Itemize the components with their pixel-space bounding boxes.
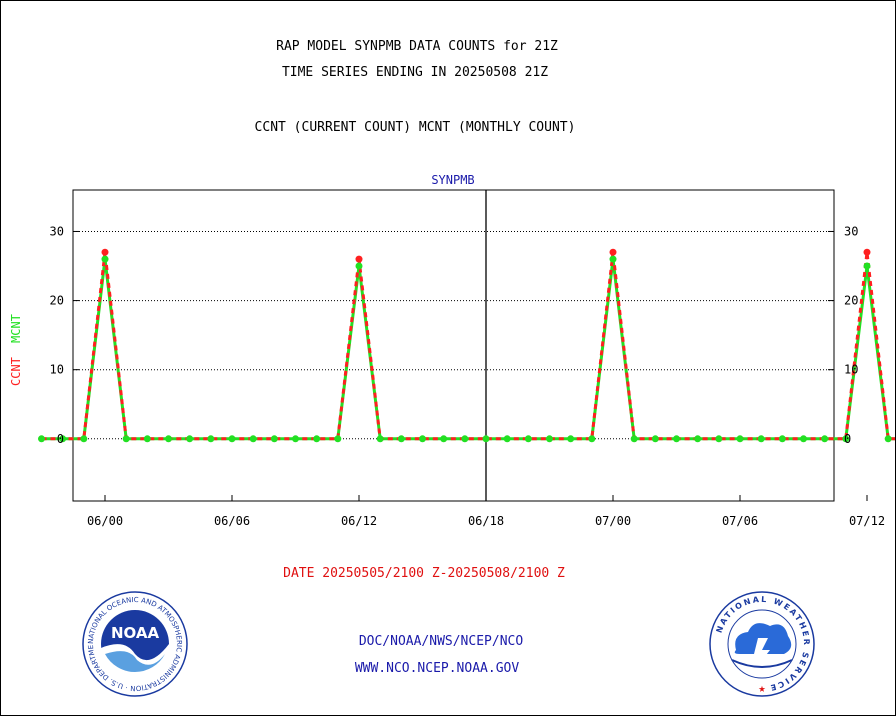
mcnt-point-06-22 — [567, 435, 575, 443]
plot-frame-layer — [72, 189, 868, 502]
y-tick-label-left-30: 30 — [50, 224, 64, 238]
mcnt-point-07-11 — [842, 435, 850, 443]
y-tick-label-left-10: 10 — [50, 363, 64, 377]
mcnt-point-07-05 — [715, 435, 723, 443]
mcnt-point-06-02 — [143, 435, 151, 443]
y-tick-label-left-0: 0 — [57, 432, 64, 446]
plot-title: SYNPMB — [431, 173, 474, 187]
mcnt-point-06-11 — [334, 435, 342, 443]
noaa-logo: NATIONAL OCEANIC AND ATMOSPHERIC ADMINIS… — [82, 591, 188, 697]
nws-logo: NATIONAL WEATHER SERVICE ★ — [709, 591, 815, 697]
mcnt-point-06-17 — [461, 435, 469, 443]
y-tick-label-right-0: 0 — [844, 432, 851, 446]
mcnt-point-06-14 — [397, 435, 405, 443]
mcnt-point-06-10 — [313, 435, 321, 443]
ccnt-point-07-12 — [863, 248, 871, 256]
mcnt-point-07-02 — [651, 435, 659, 443]
url-label: WWW.NCO.NCEP.NOAA.GOV — [354, 661, 520, 676]
ccnt-point-06-12 — [355, 255, 363, 263]
mcnt-point-07-08 — [778, 435, 786, 443]
label-layer: 0 0 10 10 20 20 30 30 06/00 06/06 06/12 06/18 07/00 0… — [50, 224, 886, 528]
y-tick-label-left-20: 20 — [50, 294, 64, 308]
mcnt-point-06-05 — [207, 435, 215, 443]
y-axis-label-ccnt: CCNT — [9, 357, 23, 386]
mcnt-point-07-01 — [630, 435, 638, 443]
mcnt-point-06-21 — [546, 435, 553, 443]
chart-subtitle: CCNT (CURRENT COUNT) MCNT (MONTHLY COUNT… — [254, 120, 576, 135]
mcnt-point-07-04 — [694, 435, 702, 443]
grid-layer — [73, 230, 834, 440]
mcnt-point-07-00 — [609, 255, 617, 263]
mcnt-point-06-23 — [588, 435, 596, 443]
series-line-mcnt — [41, 258, 895, 441]
mcnt-point-06-01 — [122, 435, 130, 443]
mcnt-point-07-13 — [884, 435, 892, 443]
mcnt-point-05-23 — [80, 435, 88, 443]
y-tick-label-right-30: 30 — [844, 224, 858, 238]
y-tick-label-right-10: 10 — [844, 363, 858, 377]
x-tick-label-06-12: 06/12 — [341, 514, 377, 528]
y-tick-label-right-20: 20 — [844, 294, 858, 308]
mcnt-point-07-10 — [821, 435, 829, 443]
ccnt-point-07-00 — [609, 248, 617, 256]
ccnt-point-06-00 — [101, 248, 109, 256]
noaa-logo-text: NOAA — [111, 624, 160, 642]
x-tick-label-06-18: 06/18 — [468, 514, 504, 528]
mcnt-point-06-18 — [482, 435, 490, 443]
mcnt-point-06-06 — [228, 435, 236, 443]
mcnt-point-06-09 — [292, 435, 299, 443]
mcnt-point-07-07 — [757, 435, 765, 443]
chart-title-line2: TIME SERIES ENDING IN 20250508 21Z — [281, 65, 549, 80]
x-tick-label-07-00: 07/00 — [595, 514, 631, 528]
mcnt-point-06-15 — [419, 435, 426, 443]
mcnt-point-06-20 — [524, 435, 532, 443]
mcnt-point-06-08 — [270, 435, 278, 443]
x-tick-label-07-06: 07/06 — [722, 514, 758, 528]
mcnt-point-07-06 — [736, 435, 744, 443]
x-tick-label-07-12: 07/12 — [849, 514, 885, 528]
nws-lightning-icon — [754, 638, 770, 668]
series-layer — [38, 248, 895, 443]
mcnt-point-06-19 — [503, 435, 511, 443]
series-line-ccnt — [41, 252, 895, 441]
mcnt-point-06-13 — [376, 435, 384, 443]
mcnt-point-06-16 — [440, 435, 448, 443]
chart-title-line1: RAP MODEL SYNPMB DATA COUNTS for 21Z — [276, 39, 558, 54]
org-label: DOC/NOAA/NWS/NCEP/NCO — [358, 634, 524, 649]
plot-area-border — [72, 189, 835, 502]
mcnt-point-07-12 — [863, 262, 871, 270]
nws-star-icon: ★ — [758, 681, 765, 695]
mcnt-point-06-03 — [165, 435, 172, 443]
nws-wind-line — [731, 659, 793, 668]
noaa-wave-shape — [105, 651, 165, 672]
x-tick-label-06-00: 06/00 — [87, 514, 123, 528]
mcnt-point-07-03 — [673, 435, 680, 443]
y-axis-label-mcnt: MCNT — [9, 314, 23, 343]
mcnt-point-06-04 — [186, 435, 194, 443]
mcnt-point-05-22 — [59, 435, 67, 443]
mcnt-point-05-21 — [38, 435, 45, 443]
mcnt-point-07-09 — [800, 435, 807, 443]
mcnt-point-06-12 — [355, 262, 363, 270]
mcnt-point-06-00 — [101, 255, 109, 263]
date-range-label: DATE 20250505/2100 Z-20250508/2100 Z — [283, 566, 565, 581]
mcnt-point-06-07 — [249, 435, 257, 443]
x-tick-label-06-06: 06/06 — [214, 514, 250, 528]
